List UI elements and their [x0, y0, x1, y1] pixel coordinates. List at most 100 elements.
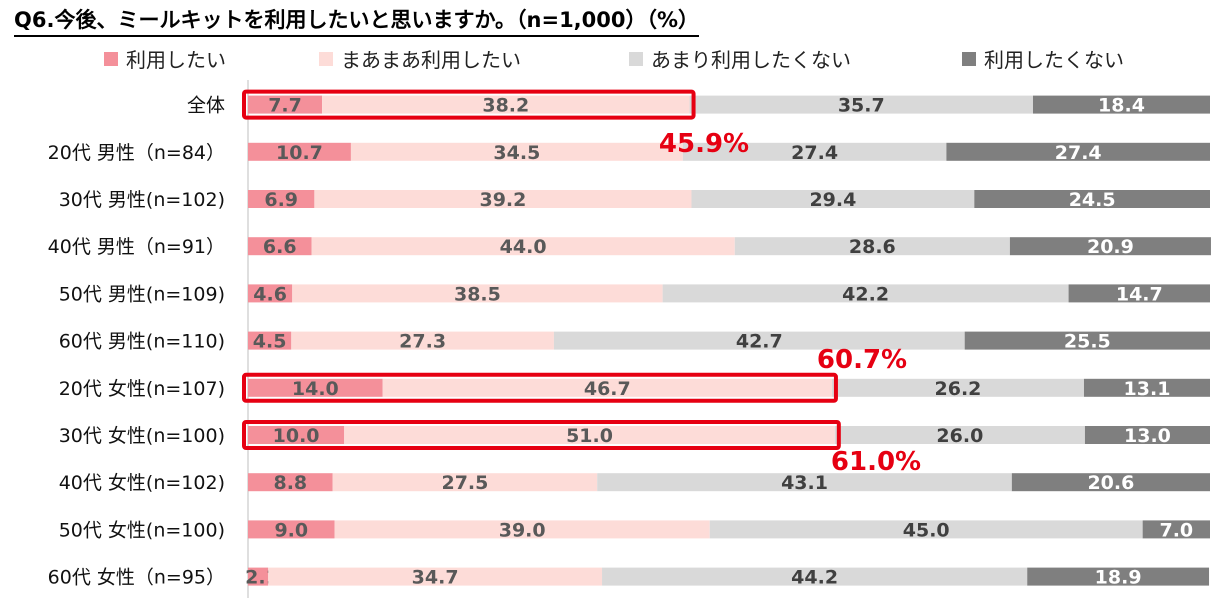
category-label: 全体 — [187, 95, 225, 117]
category-label: 30代 女性(n=100) — [59, 425, 225, 447]
category-label: 30代 男性(n=102) — [59, 189, 225, 211]
bar-segment — [1068, 284, 1210, 303]
value-label: 7.7 — [268, 95, 302, 117]
value-label: 44.2 — [791, 567, 838, 589]
legend-swatch — [319, 51, 333, 66]
bar-segment — [332, 473, 598, 492]
value-label: 7.0 — [1159, 519, 1193, 541]
bar-segment — [1032, 95, 1210, 114]
bar-segment — [248, 567, 269, 586]
bar-segment — [248, 95, 323, 114]
category-label: 20代 男性（n=84） — [48, 142, 225, 164]
value-label: 45.0 — [903, 519, 950, 541]
total-callout: 61.0% — [831, 447, 921, 477]
value-label: 10.0 — [273, 425, 320, 447]
bar-segment — [689, 95, 1033, 114]
value-label: 34.5 — [493, 142, 540, 164]
bar-segment — [1011, 473, 1210, 492]
chart-title: Q6.今後、ミールキットを利用したいと思いますか。（n=1,000）（%） — [14, 4, 700, 37]
bar-segment — [602, 567, 1028, 586]
highlight-box — [242, 420, 841, 450]
legend-item: 利用したい — [104, 44, 226, 73]
legend-label: まあまあ利用したい — [341, 48, 521, 72]
bar-segment — [734, 237, 1010, 256]
bar-segment — [946, 142, 1210, 161]
value-label: 10.7 — [276, 142, 323, 164]
value-label: 34.7 — [412, 567, 459, 589]
value-label: 9.0 — [274, 519, 308, 541]
bar-segment — [1083, 378, 1210, 397]
bar-segment — [248, 520, 335, 539]
bar-segment — [248, 237, 312, 256]
legend-item: まあまあ利用したい — [319, 44, 521, 73]
bar-segment — [344, 426, 835, 444]
bar-segment — [691, 190, 975, 208]
bar-segment — [382, 378, 832, 397]
value-label: 51.0 — [566, 425, 613, 447]
bar-segment — [964, 331, 1210, 350]
legend-item: 利用したくない — [962, 44, 1124, 73]
bar-segment — [1009, 237, 1211, 256]
bar-segment — [974, 190, 1210, 208]
bar-segment — [831, 378, 1084, 397]
bar-segment — [1027, 567, 1210, 586]
value-label: 24.5 — [1069, 189, 1116, 211]
value-label: 14.0 — [292, 378, 339, 400]
value-label: 18.4 — [1098, 95, 1145, 117]
bar-segment — [350, 142, 683, 161]
category-label: 40代 女性(n=102) — [59, 472, 225, 494]
legend-swatch — [962, 51, 976, 66]
bar-segment — [1084, 426, 1210, 444]
value-label: 43.1 — [781, 472, 828, 494]
bar-segment — [248, 190, 315, 208]
value-label: 38.2 — [482, 95, 529, 117]
category-label: 60代 女性（n=95） — [48, 567, 225, 589]
value-label: 25.5 — [1064, 331, 1111, 353]
value-label: 6.6 — [263, 236, 297, 258]
bar-segment — [311, 237, 735, 256]
value-label: 35.7 — [838, 95, 885, 117]
legend-swatch — [104, 51, 118, 66]
value-label: 39.2 — [479, 189, 526, 211]
value-label: 20.6 — [1087, 472, 1134, 494]
bar-segment — [334, 520, 710, 539]
highlight-box — [242, 89, 696, 120]
value-label: 46.7 — [584, 378, 631, 400]
bar-segment — [834, 426, 1085, 444]
value-label: 4.5 — [253, 331, 287, 353]
value-label: 38.5 — [454, 283, 501, 305]
bar-segment — [597, 473, 1012, 492]
bar-segment — [248, 378, 383, 397]
bar-segment — [248, 426, 345, 444]
value-label: 39.0 — [499, 519, 546, 541]
bar-segment — [268, 567, 603, 586]
value-label: 27.3 — [399, 331, 446, 353]
bar-segment — [682, 142, 947, 161]
category-label: 20代 女性(n=107) — [59, 378, 225, 400]
value-label: 27.4 — [791, 142, 838, 164]
value-label: 18.9 — [1095, 567, 1142, 589]
bar-segment — [1142, 520, 1210, 539]
value-label: 26.0 — [936, 425, 983, 447]
value-label: 27.4 — [1055, 142, 1102, 164]
category-label: 50代 男性(n=109) — [59, 283, 225, 305]
value-label: 42.2 — [842, 283, 889, 305]
value-label: 13.1 — [1124, 378, 1171, 400]
value-label: 44.0 — [500, 236, 547, 258]
value-label: 29.4 — [809, 189, 856, 211]
highlight-box — [242, 372, 838, 403]
category-label: 50代 女性(n=100) — [59, 519, 225, 541]
bar-segment — [248, 473, 333, 492]
value-label: 13.0 — [1124, 425, 1171, 447]
category-label: 40代 男性（n=91） — [48, 236, 225, 258]
value-label: 20.9 — [1087, 236, 1134, 258]
legend-label: あまり利用したくない — [651, 48, 851, 72]
bar-segment — [248, 331, 292, 350]
bar-segment — [291, 331, 554, 350]
bar-segment — [314, 190, 692, 208]
bar-segment — [662, 284, 1069, 303]
category-label: 60代 男性(n=110) — [59, 331, 225, 353]
value-label: 28.6 — [849, 236, 896, 258]
value-label: 4.6 — [253, 283, 287, 305]
